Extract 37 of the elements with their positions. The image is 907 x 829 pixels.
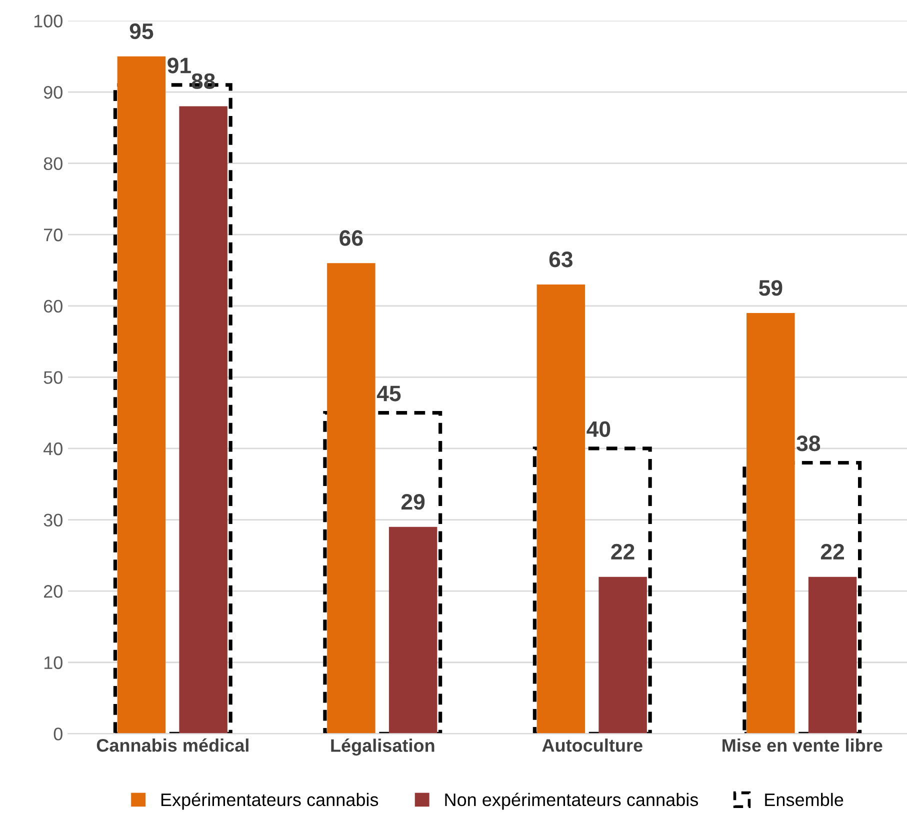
data-label: 38: [796, 435, 820, 452]
data-label: 22: [820, 544, 844, 560]
data-label: 45: [376, 386, 401, 402]
y-tick-label: 80: [44, 157, 62, 170]
y-tick-label: 50: [44, 371, 62, 384]
legend-label: Non expérimentateurs cannabis: [445, 792, 698, 810]
y-tick-label: 40: [43, 442, 62, 456]
y-tick-label: 60: [44, 300, 62, 313]
y-tick-label: 30: [44, 514, 62, 527]
bar: [746, 313, 795, 734]
x-tick-label: Autoculture: [542, 738, 642, 752]
bar: [327, 263, 376, 734]
y-tick-label: 90: [44, 86, 62, 99]
data-label: 63: [549, 252, 572, 268]
data-label: 59: [758, 280, 782, 296]
y-tick-label: 100: [34, 14, 62, 28]
bar: [808, 576, 857, 734]
data-label: 29: [401, 494, 425, 510]
data-label: 95: [130, 23, 154, 40]
bar: [598, 576, 647, 734]
legend-label: Ensemble: [765, 792, 844, 806]
y-tick-label: 0: [54, 728, 62, 740]
data-label: 66: [340, 230, 363, 246]
bar: [536, 284, 586, 734]
x-tick-label: Mise en vente libre: [722, 738, 882, 752]
data-label: 91: [168, 58, 191, 74]
y-tick-label: 10: [44, 656, 62, 670]
x-tick-label: Légalisation: [331, 738, 434, 756]
data-label: 40: [586, 421, 610, 437]
legend-label: Expérimentateurs cannabis: [161, 792, 378, 810]
y-tick-label: 70: [44, 228, 62, 242]
bar: [179, 106, 228, 734]
y-tick-label: 20: [44, 585, 62, 598]
data-label: 22: [611, 544, 634, 560]
bar: [388, 526, 438, 734]
bar: [117, 56, 166, 734]
x-tick-label: Cannabis médical: [96, 738, 248, 752]
